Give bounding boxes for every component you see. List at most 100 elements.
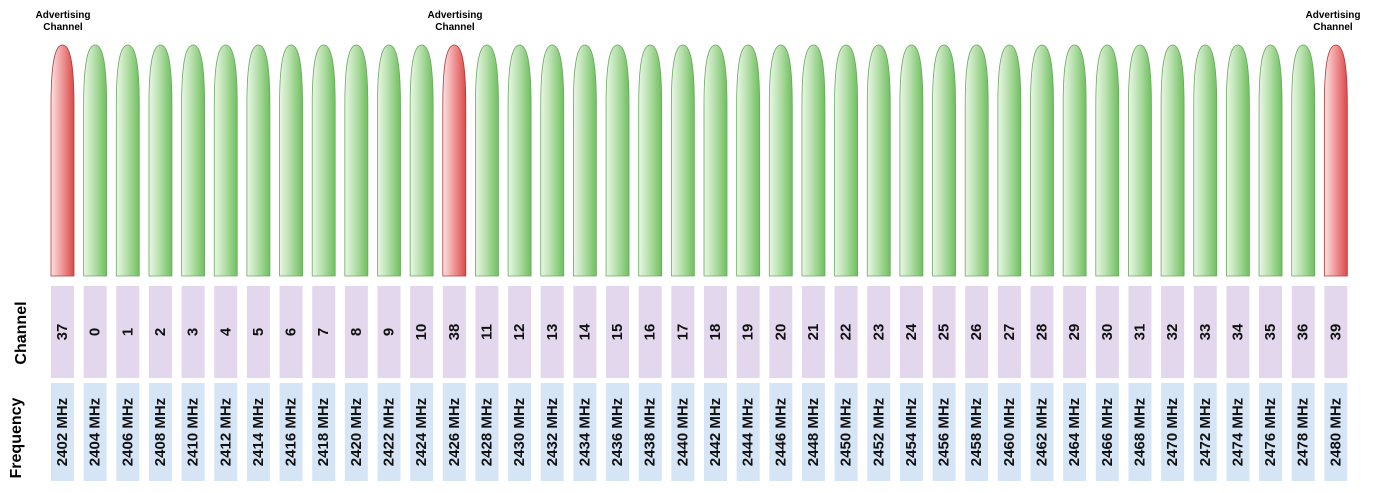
- channel-cell: [1259, 286, 1283, 378]
- advertising-label-37: Advertising Channel: [35, 10, 91, 33]
- channel-cell: [246, 286, 270, 378]
- channel-cell: [1161, 286, 1185, 378]
- frequency-value: 2466 MHz: [1099, 398, 1116, 466]
- channel-number: 22: [838, 324, 855, 341]
- channel-cell: [736, 286, 760, 378]
- frequency-cell: [1226, 383, 1250, 481]
- channel-row-label: Channel: [13, 301, 30, 365]
- frequency-cell: [508, 383, 532, 481]
- data-channel-bump: [1095, 44, 1120, 277]
- channel-cell: [1324, 286, 1348, 378]
- frequency-value: 2432 MHz: [544, 398, 561, 466]
- channel-cell: [834, 286, 858, 378]
- channel-cell: [377, 286, 401, 378]
- channel-cell: [671, 286, 695, 378]
- channel-number: 11: [478, 324, 495, 340]
- data-channel-bump: [1258, 44, 1283, 277]
- data-channel-bump: [932, 44, 956, 277]
- channel-cell: [1226, 286, 1250, 378]
- frequency-value: 2456 MHz: [936, 398, 953, 466]
- channel-number: 30: [1099, 324, 1116, 341]
- frequency-value: 2480 MHz: [1327, 398, 1344, 466]
- channel-cell: [181, 286, 205, 378]
- frequency-cell: [1324, 383, 1348, 481]
- frequency-cell: [51, 383, 74, 481]
- frequency-value: 2478 MHz: [1295, 398, 1312, 466]
- frequency-cell: [344, 383, 368, 481]
- frequency-cell: [540, 383, 564, 481]
- frequency-value: 2402 MHz: [54, 398, 71, 466]
- frequency-value: 2438 MHz: [642, 398, 659, 466]
- data-channel-bump: [1062, 44, 1087, 277]
- frequency-cell: [769, 383, 793, 481]
- channel-number: 32: [1164, 324, 1181, 341]
- channel-number: 34: [1229, 323, 1246, 340]
- frequency-value: 2420 MHz: [348, 398, 365, 466]
- frequency-value: 2430 MHz: [511, 398, 528, 466]
- channel-cell: [997, 286, 1021, 378]
- data-channel-bump: [670, 44, 695, 277]
- frequency-value: 2442 MHz: [707, 398, 724, 466]
- frequency-cell: [1259, 383, 1283, 481]
- frequency-value: 2476 MHz: [1262, 398, 1279, 466]
- frequency-cell: [116, 383, 140, 481]
- data-channel-bump: [213, 44, 238, 277]
- data-channel-bump: [703, 44, 728, 277]
- frequency-value: 2464 MHz: [1066, 398, 1083, 466]
- channel-cell: [1030, 286, 1054, 378]
- frequency-value: 2404 MHz: [87, 398, 104, 466]
- data-channel-bump: [115, 44, 140, 277]
- channel-cell: [148, 286, 172, 378]
- channel-number: 39: [1327, 324, 1344, 341]
- data-channel-bump: [377, 44, 401, 277]
- channel-number: 28: [1034, 324, 1051, 341]
- channel-cell: [1128, 286, 1152, 378]
- channel-cell: [344, 286, 368, 378]
- channel-cells: 37 0 1 2 3 4 5 6 7 8 9 10 38 11 12 13 14 15 16 17 18 19 20 21 22…: [51, 286, 1348, 378]
- channel-number: 35: [1262, 324, 1279, 341]
- channel-number: 12: [511, 324, 528, 341]
- frequency-value: 2408 MHz: [152, 398, 169, 466]
- frequency-cell: [801, 383, 825, 481]
- frequency-cell: [83, 383, 107, 481]
- channel-cell: [442, 286, 466, 378]
- data-channel-bump: [83, 44, 108, 277]
- frequency-value: 2472 MHz: [1197, 398, 1214, 466]
- channel-number: 31: [1131, 324, 1148, 341]
- channel-cell: [1291, 286, 1315, 378]
- data-channel-bump: [638, 44, 663, 277]
- frequency-cell: [1095, 383, 1119, 481]
- data-channel-bump: [964, 44, 989, 277]
- frequency-cell: [475, 383, 499, 481]
- channel-number: 36: [1295, 324, 1312, 341]
- channel-number: 16: [642, 324, 659, 341]
- frequency-cell: [867, 383, 891, 481]
- frequency-value: 2462 MHz: [1034, 398, 1051, 466]
- frequency-value: 2458 MHz: [968, 398, 985, 466]
- frequency-cell: [704, 383, 727, 481]
- frequency-value: 2470 MHz: [1164, 398, 1181, 466]
- frequency-cell: [671, 383, 695, 481]
- frequency-cell: [1063, 383, 1087, 481]
- frequency-value: 2422 MHz: [381, 398, 398, 466]
- frequency-cell: [1193, 383, 1217, 481]
- channel-cell: [704, 286, 727, 378]
- frequency-cell: [410, 383, 434, 481]
- frequency-row-label: Frequency: [8, 397, 25, 479]
- frequency-value: 2426 MHz: [446, 398, 463, 466]
- advertising-channel-bump: [442, 44, 467, 277]
- channel-number: 14: [576, 323, 593, 340]
- frequency-cell: [932, 383, 956, 481]
- channel-number: 33: [1197, 324, 1214, 341]
- frequency-cell: [965, 383, 989, 481]
- frequency-value: 2428 MHz: [478, 398, 495, 466]
- channel-number: 10: [413, 324, 430, 341]
- frequency-cells: 2402 MHz 2404 MHz 2406 MHz 2408 MHz 2410 MHz…: [51, 383, 1348, 481]
- channel-number: 3: [185, 328, 202, 336]
- channel-cell: [279, 286, 303, 378]
- channel-cell: [51, 286, 74, 378]
- channel-cell: [1193, 286, 1217, 378]
- frequency-value: 2406 MHz: [119, 398, 136, 466]
- data-channel-bump: [279, 44, 303, 277]
- frequency-cell: [148, 383, 172, 481]
